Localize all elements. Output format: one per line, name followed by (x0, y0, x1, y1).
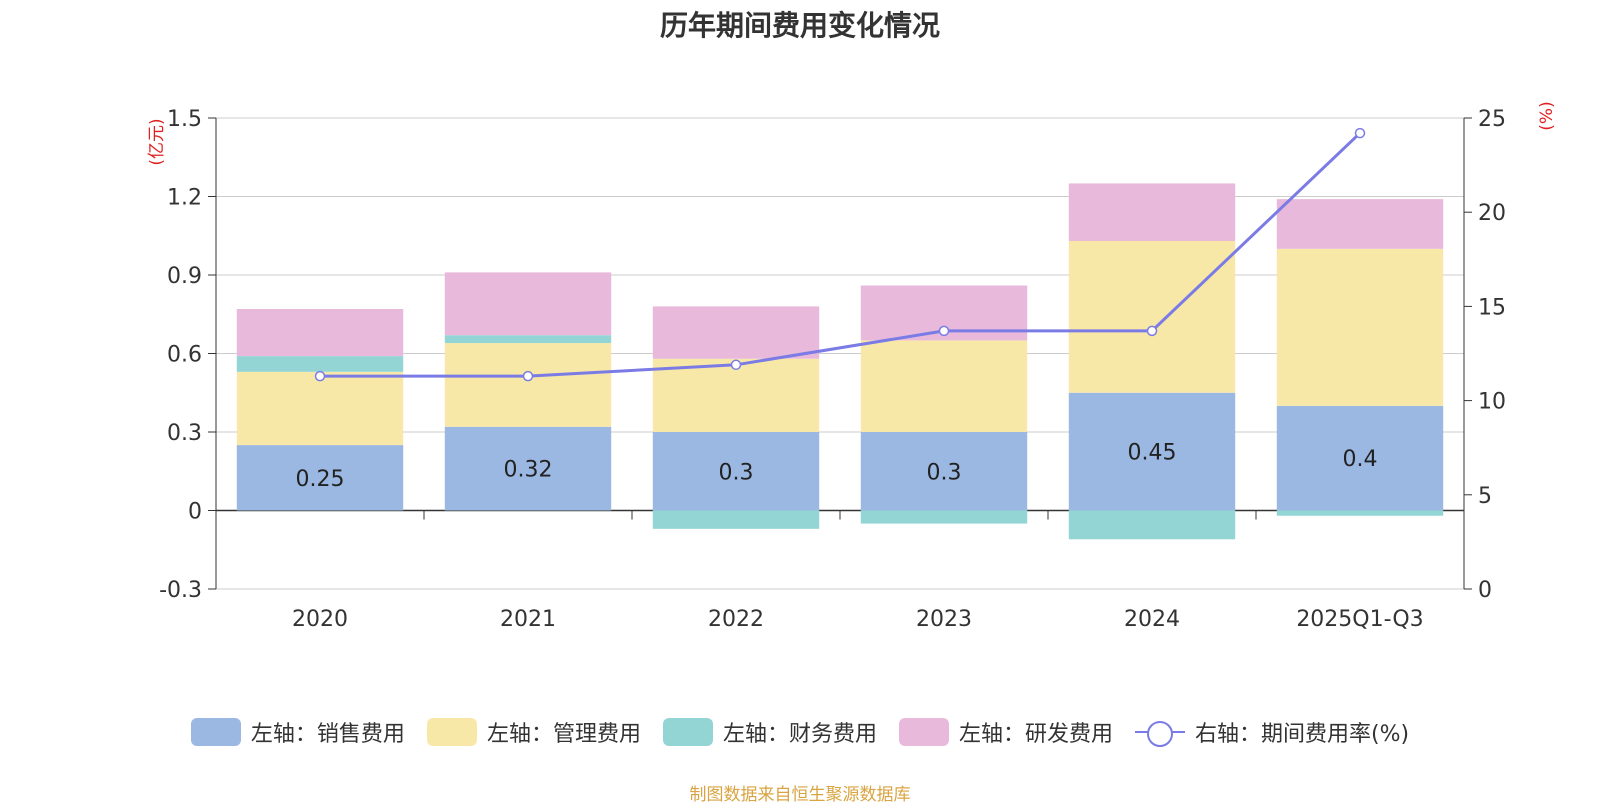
right-axis-tick-label: 15 (1478, 295, 1506, 320)
category-label: 2021 (500, 607, 556, 632)
legend: 左轴：销售费用 左轴：管理费用 左轴：财务费用 左轴：研发费用 右轴：期间费用率… (0, 716, 1600, 748)
bar-finance[interactable] (236, 356, 404, 372)
right-axis-tick-label: 10 (1478, 390, 1506, 415)
legend-swatch-admin (426, 718, 477, 746)
legend-item-finance[interactable]: 左轴：财务费用 (662, 716, 877, 748)
legend-item-expense-rate[interactable]: 右轴：期间费用率(%) (1134, 716, 1410, 748)
data-label-sales: 0.3 (719, 460, 754, 485)
bar-admin[interactable] (236, 371, 404, 446)
legend-item-rnd[interactable]: 左轴：研发费用 (898, 716, 1113, 748)
bar-admin[interactable] (652, 358, 820, 432)
bar-rnd[interactable] (444, 272, 612, 336)
bar-finance[interactable] (860, 510, 1028, 524)
right-axis-tick-label: 25 (1478, 107, 1506, 132)
bar-rnd[interactable] (236, 309, 404, 357)
bar-admin[interactable] (444, 343, 612, 427)
legend-label-rnd: 左轴：研发费用 (958, 722, 1113, 747)
left-axis-unit: (亿元) (147, 118, 167, 165)
data-label-sales: 0.25 (296, 467, 345, 492)
left-axis-tick-label: 0.3 (167, 421, 202, 446)
legend-swatch-rnd (898, 718, 949, 746)
left-axis-tick-label: 1.2 (167, 186, 202, 211)
bar-rnd[interactable] (652, 306, 820, 359)
chart-title: 历年期间费用变化情况 (659, 9, 940, 42)
bar-sales[interactable] (860, 432, 1028, 511)
left-axis-tick-label: -0.3 (159, 578, 202, 603)
bar-finance[interactable] (1276, 510, 1444, 516)
data-label-sales: 0.4 (1343, 447, 1378, 472)
left-axis-tick-label: 0.9 (167, 264, 202, 289)
legend-label-sales: 左轴：销售费用 (250, 722, 405, 747)
legend-item-admin[interactable]: 左轴：管理费用 (426, 716, 641, 748)
bar-admin[interactable] (860, 340, 1028, 432)
right-axis-unit: (%) (1537, 101, 1557, 130)
left-axis-tick-label: 0.6 (167, 343, 202, 368)
bar-finance[interactable] (652, 510, 820, 529)
expense-rate-point[interactable] (730, 359, 742, 371)
category-label: 2022 (708, 607, 764, 632)
bar-rnd[interactable] (1068, 183, 1236, 241)
bar-admin[interactable] (1068, 240, 1236, 393)
left-axis-tick-label: 0 (188, 500, 202, 525)
category-label: 2025Q1-Q3 (1296, 607, 1423, 632)
legend-label-finance: 左轴：财务费用 (722, 722, 877, 747)
data-source-note: 制图数据来自恒生聚源数据库 (689, 785, 911, 805)
legend-swatch-expense-rate (1134, 718, 1185, 747)
bar-sales[interactable] (652, 432, 820, 511)
legend-swatch-sales (190, 718, 241, 746)
expense-rate-point[interactable] (522, 370, 534, 382)
data-label-sales: 0.3 (927, 460, 962, 485)
expense-rate-point[interactable] (314, 370, 326, 382)
expense-rate-point[interactable] (1146, 325, 1158, 337)
right-axis-tick-label: 5 (1478, 484, 1492, 509)
bar-sales[interactable] (236, 445, 404, 511)
legend-item-sales[interactable]: 左轴：销售费用 (190, 716, 405, 748)
data-label-sales: 0.32 (504, 458, 553, 483)
expense-rate-point[interactable] (1354, 127, 1366, 139)
expense-rate-point[interactable] (938, 325, 950, 337)
right-axis-tick-label: 0 (1478, 578, 1492, 603)
bar-finance[interactable] (444, 335, 612, 344)
data-label-sales: 0.45 (1128, 441, 1177, 466)
bar-sales[interactable] (1068, 392, 1236, 511)
chart-canvas: -0.3 0 0.3 0.6 0.9 1.2 1.5 0 5 10 15 20 25 (亿元) (%) 202… (147, 101, 1557, 632)
right-axis-tick-label: 20 (1478, 201, 1506, 226)
legend-swatch-finance (662, 718, 713, 746)
bar-finance[interactable] (1068, 510, 1236, 540)
bar-sales[interactable] (444, 426, 612, 511)
expense-rate-line (320, 131, 1362, 378)
legend-label-admin: 左轴：管理费用 (486, 722, 641, 747)
bar-sales[interactable] (1276, 405, 1444, 511)
legend-label-expense-rate: 右轴：期间费用率(%) (1194, 722, 1410, 747)
left-axis-tick-label: 1.5 (167, 107, 202, 132)
category-label: 2024 (1124, 607, 1180, 632)
category-label: 2020 (292, 607, 348, 632)
bar-rnd[interactable] (1276, 199, 1444, 249)
bar-admin[interactable] (1276, 248, 1444, 406)
category-label: 2023 (916, 607, 972, 632)
